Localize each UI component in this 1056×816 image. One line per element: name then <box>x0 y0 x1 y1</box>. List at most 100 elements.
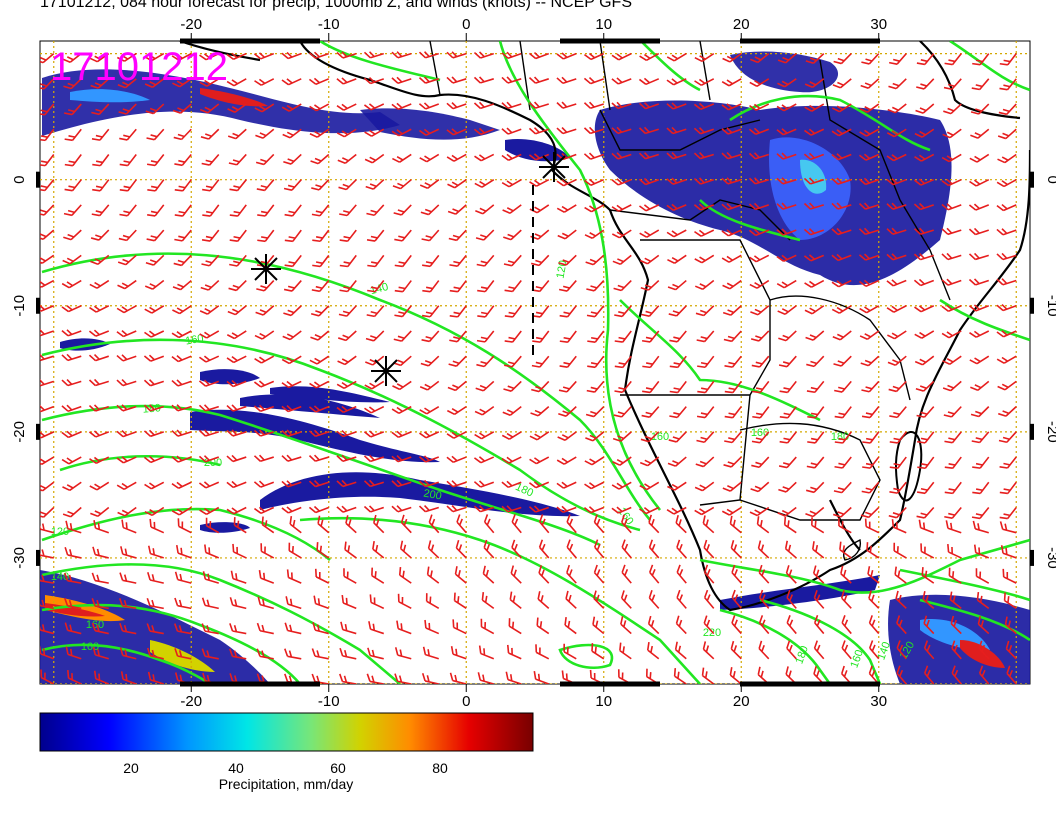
wind-barb <box>776 128 797 136</box>
wind-barb <box>226 404 247 412</box>
wind-barb <box>756 516 770 534</box>
wind-barb <box>779 431 797 444</box>
wind-barb <box>996 278 1017 286</box>
wind-barb <box>255 305 275 316</box>
precip-area <box>800 159 827 194</box>
wind-barb <box>338 179 357 191</box>
wind-barb <box>40 597 54 610</box>
wind-barb <box>529 431 550 441</box>
lon-tick-label-top: 20 <box>733 16 750 33</box>
wind-barb <box>368 621 385 635</box>
wind-barb <box>666 52 687 62</box>
wind-barb <box>284 648 302 660</box>
wind-barb <box>778 456 797 469</box>
wind-barb <box>832 78 852 89</box>
wind-barb <box>777 53 797 64</box>
wind-barb <box>198 379 220 387</box>
wind-barb <box>997 128 1017 140</box>
wind-barb <box>477 305 495 318</box>
wind-barb <box>921 567 935 584</box>
wind-barb <box>806 456 825 469</box>
wind-barb <box>941 278 962 286</box>
wind-barb <box>501 431 522 440</box>
wind-barb <box>281 480 302 488</box>
wind-barb <box>674 641 687 660</box>
wind-barb <box>339 204 357 217</box>
wind-barb <box>363 454 384 463</box>
wind-barb <box>446 505 467 513</box>
wind-barb <box>647 615 660 635</box>
wind-barb <box>666 102 687 110</box>
wind-barb <box>391 479 412 488</box>
wind-barb <box>64 597 82 610</box>
wind-barb <box>363 76 385 85</box>
wind-barb <box>751 355 770 368</box>
wind-barb <box>999 506 1017 520</box>
wind-barb <box>504 280 522 293</box>
lat-tick <box>1030 423 1034 440</box>
wind-barb <box>693 102 715 111</box>
wind-barb <box>254 506 275 515</box>
wind-barb <box>529 456 550 465</box>
wind-barb <box>913 278 935 287</box>
wind-barb <box>779 406 797 419</box>
wind-barb <box>505 671 522 684</box>
wind-barb <box>696 431 715 444</box>
wind-barb <box>253 52 275 60</box>
wind-barb <box>896 640 907 660</box>
wind-barb <box>483 514 495 534</box>
wind-barb <box>866 542 880 559</box>
wind-barb <box>63 229 82 241</box>
wind-barb <box>831 253 852 262</box>
wind-barb <box>365 330 385 342</box>
wind-barb <box>288 542 302 559</box>
wind-barb <box>840 590 852 609</box>
wind-barb <box>64 128 82 142</box>
wind-barb <box>201 648 219 660</box>
wind-barb <box>941 330 962 339</box>
wind-barb <box>171 330 192 339</box>
wind-barb <box>116 354 137 362</box>
wind-barb <box>308 479 329 488</box>
wind-barb <box>261 516 275 534</box>
wind-barb <box>391 455 412 463</box>
wind-barb <box>721 203 742 211</box>
wind-barb <box>944 53 962 66</box>
wind-barb <box>730 540 742 559</box>
wind-barb <box>860 355 880 367</box>
wind-barb <box>783 516 797 534</box>
wind-barb <box>703 564 715 584</box>
wind-barb <box>367 647 384 660</box>
wind-barb <box>694 254 715 264</box>
wind-barb <box>473 505 494 513</box>
wind-barb <box>859 330 880 340</box>
wind-barb <box>418 51 439 59</box>
wind-barb <box>40 353 54 362</box>
wind-barb <box>40 229 55 240</box>
wind-barb <box>281 404 302 413</box>
wind-barb <box>996 303 1017 312</box>
wind-barb <box>613 406 632 418</box>
wind-barb <box>922 591 935 609</box>
wind-barb <box>393 204 412 216</box>
wind-barb <box>229 648 247 660</box>
wind-barb <box>648 539 660 559</box>
wind-barb <box>806 380 825 394</box>
wind-barb <box>641 330 660 343</box>
wind-barb <box>751 431 770 444</box>
wind-barb <box>786 640 797 660</box>
wind-barb <box>90 229 110 241</box>
wind-barb <box>807 406 825 419</box>
wind-barb <box>144 305 165 314</box>
wind-barb <box>585 431 605 442</box>
wind-barb <box>366 305 385 318</box>
wind-barb <box>339 673 357 684</box>
wind-barb <box>786 589 797 609</box>
wind-barb <box>758 589 770 609</box>
wind-barb <box>676 589 687 609</box>
wind-barb <box>583 126 604 135</box>
contour-label: 140 <box>369 281 390 297</box>
wind-barb <box>367 254 385 268</box>
wind-barb <box>121 519 137 534</box>
wind-barb <box>253 380 275 388</box>
